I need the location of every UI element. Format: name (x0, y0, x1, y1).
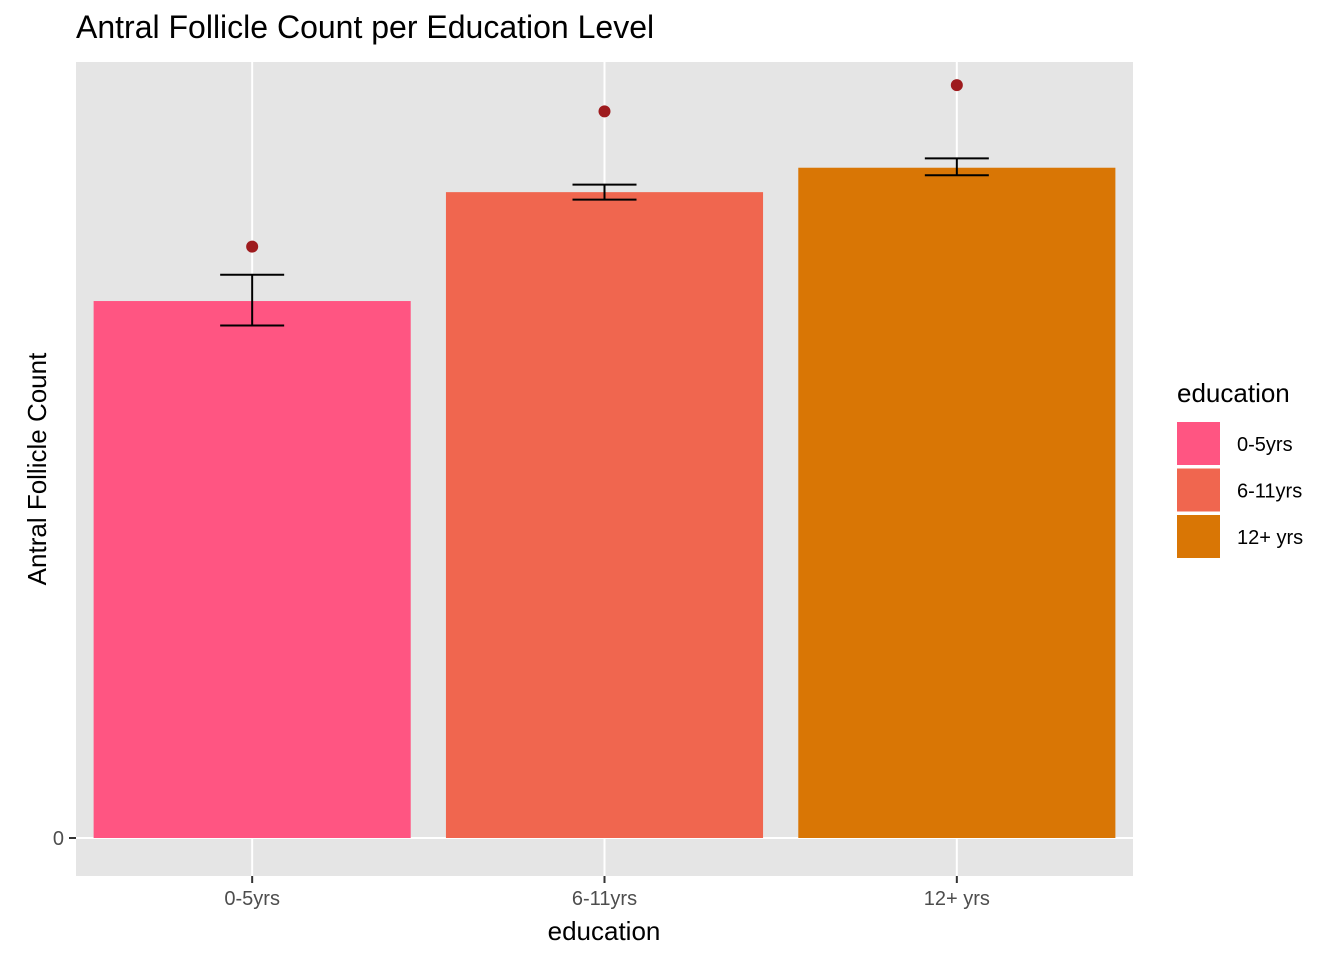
legend-label: 6-11yrs (1237, 481, 1302, 503)
bar-0-5yrs (94, 301, 411, 838)
chart-title: Antral Follicle Count per Education Leve… (76, 9, 654, 45)
bar-6-11yrs (446, 192, 763, 838)
legend-title: education (1177, 378, 1290, 408)
point-12+ yrs (951, 79, 963, 91)
y-axis-title: Antral Follicle Count (22, 352, 52, 585)
point-6-11yrs (599, 105, 611, 117)
x-tick-label: 6-11yrs (572, 888, 637, 910)
legend-label: 0-5yrs (1237, 434, 1293, 456)
legend-swatch-0-5yrs (1177, 422, 1220, 465)
legend-label: 12+ yrs (1237, 527, 1303, 549)
x-axis-title: education (548, 916, 661, 946)
legend: education 0-5yrs 6-11yrs 12+ yrs (1177, 378, 1303, 558)
y-tick-label: 0 (53, 828, 64, 850)
x-tick-label: 0-5yrs (224, 888, 280, 910)
x-tick-label: 12+ yrs (924, 888, 990, 910)
legend-swatch-6-11yrs (1177, 469, 1220, 512)
point-0-5yrs (246, 241, 258, 253)
legend-swatch-12+ yrs (1177, 515, 1220, 558)
bar-12+ yrs (798, 168, 1115, 838)
